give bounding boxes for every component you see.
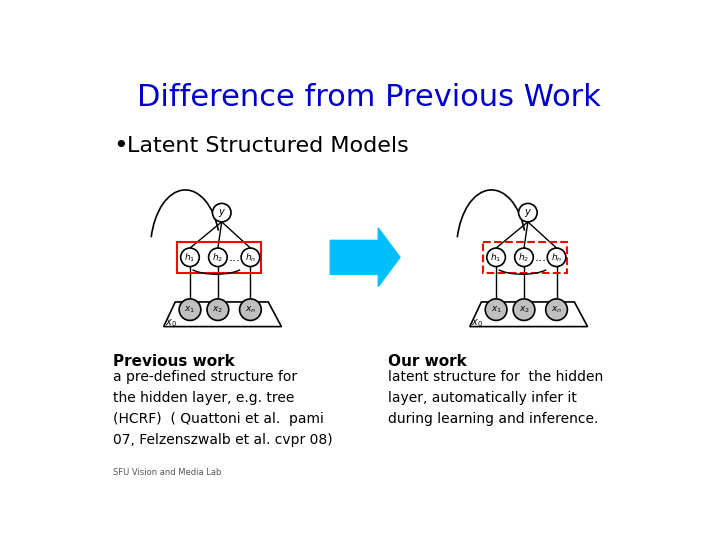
Text: $h_n$: $h_n$ <box>245 251 256 264</box>
Circle shape <box>547 248 566 267</box>
Circle shape <box>546 299 567 320</box>
Text: $x_2$: $x_2$ <box>212 305 223 315</box>
Circle shape <box>181 248 199 267</box>
Text: $x_2$: $x_2$ <box>518 305 529 315</box>
Circle shape <box>485 299 507 320</box>
Text: •: • <box>113 134 128 158</box>
Text: $x_1$: $x_1$ <box>184 305 196 315</box>
Text: ...: ... <box>535 251 547 264</box>
Text: $x_n$: $x_n$ <box>551 305 562 315</box>
Text: SFU Vision and Media Lab: SFU Vision and Media Lab <box>113 468 222 477</box>
Circle shape <box>209 248 228 267</box>
Text: Our work: Our work <box>388 354 467 368</box>
Text: $x_0$: $x_0$ <box>165 318 177 329</box>
Circle shape <box>518 204 537 222</box>
Circle shape <box>179 299 201 320</box>
Text: a pre-defined structure for
the hidden layer, e.g. tree
(HCRF)  ( Quattoni et al: a pre-defined structure for the hidden l… <box>113 370 333 447</box>
Text: $h_1$: $h_1$ <box>490 251 502 264</box>
Circle shape <box>513 299 535 320</box>
Circle shape <box>241 248 260 267</box>
Text: $h_1$: $h_1$ <box>184 251 196 264</box>
Text: $h_n$: $h_n$ <box>551 251 562 264</box>
Text: Difference from Previous Work: Difference from Previous Work <box>137 83 601 112</box>
Text: $x_n$: $x_n$ <box>245 305 256 315</box>
Circle shape <box>207 299 229 320</box>
Text: $h_2$: $h_2$ <box>518 251 529 264</box>
Circle shape <box>487 248 505 267</box>
Circle shape <box>240 299 261 320</box>
Text: $y$: $y$ <box>217 207 226 219</box>
Text: ...: ... <box>229 251 241 264</box>
Text: latent structure for  the hidden
layer, automatically infer it
during learning a: latent structure for the hidden layer, a… <box>388 370 603 426</box>
Bar <box>483 242 567 273</box>
Text: $x_0$: $x_0$ <box>472 318 483 329</box>
Text: $x_1$: $x_1$ <box>490 305 502 315</box>
Circle shape <box>515 248 534 267</box>
Text: $h_2$: $h_2$ <box>212 251 223 264</box>
Bar <box>177 242 261 273</box>
Polygon shape <box>330 228 400 287</box>
Text: Latent Structured Models: Latent Structured Models <box>127 136 409 156</box>
Text: $y$: $y$ <box>524 207 532 219</box>
Circle shape <box>212 204 231 222</box>
Text: Previous work: Previous work <box>113 354 235 368</box>
